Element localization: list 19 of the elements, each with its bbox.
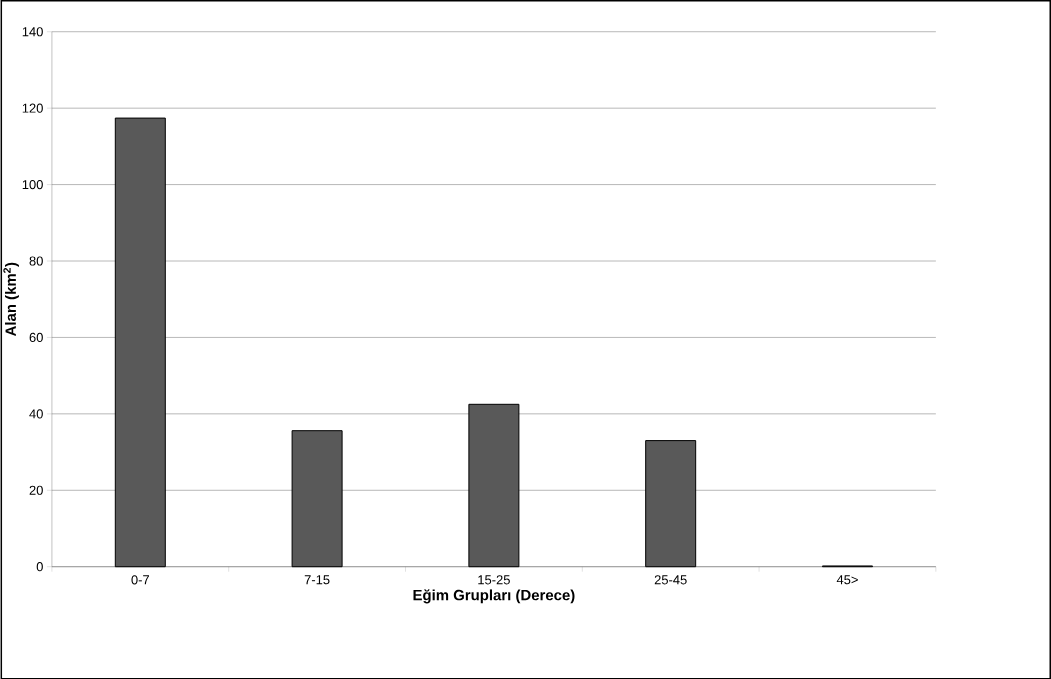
x-tick-label: 15-25 <box>478 575 510 585</box>
bar <box>291 429 343 567</box>
y-tick-label: 120 <box>22 103 43 113</box>
y-tick-label: 40 <box>29 409 43 419</box>
x-tick-label: 0-7 <box>131 575 149 585</box>
x-tick-label: 45> <box>836 575 858 585</box>
bar <box>645 439 697 567</box>
y-tick-label: 20 <box>29 485 43 495</box>
y-tick-label: 60 <box>29 332 43 342</box>
y-tick-label: 140 <box>22 26 43 37</box>
y-axis-title: Alan (km$^{2}$) <box>3 262 19 336</box>
bar <box>468 403 520 567</box>
x-tick-label: 25-45 <box>654 575 687 585</box>
y-tick-label: 80 <box>29 256 43 266</box>
x-tick-label: 7-15 <box>304 575 330 585</box>
bar <box>114 117 166 567</box>
y-tick-label: 100 <box>22 179 43 189</box>
x-axis-title: Eğim Grupları (Derece) <box>413 589 575 604</box>
y-tick-label: 0 <box>36 561 43 572</box>
